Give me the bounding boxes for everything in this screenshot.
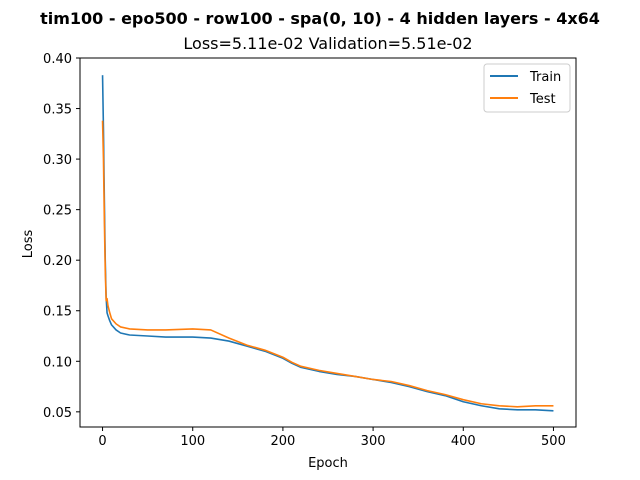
series-line-test bbox=[101, 120, 554, 408]
x-tick-label: 300 bbox=[361, 434, 386, 449]
series-line-train bbox=[101, 75, 554, 412]
y-tick-label: 0.40 bbox=[43, 52, 72, 67]
plot-area: 0 100 200 300 400 500 0.05 0.10 0.15 0.20 0.25 0.30… bbox=[43, 52, 577, 449]
y-tick-label: 0.15 bbox=[43, 305, 72, 320]
x-tick-label: 200 bbox=[270, 434, 295, 449]
x-tick-label: 400 bbox=[451, 434, 476, 449]
axes-frame bbox=[79, 57, 577, 428]
y-tick-label: 0.30 bbox=[43, 153, 72, 168]
y-tick-label: 0.10 bbox=[43, 355, 72, 370]
legend-train-label: Train bbox=[529, 70, 561, 85]
legend: Train Test bbox=[483, 63, 571, 113]
x-axis-label: Epoch bbox=[308, 456, 348, 471]
legend-test-label: Test bbox=[529, 92, 556, 107]
x-tick-label: 100 bbox=[180, 434, 205, 449]
x-tick-label: 500 bbox=[541, 434, 566, 449]
x-tick-label: 0 bbox=[98, 434, 106, 449]
y-tick-label: 0.35 bbox=[43, 103, 72, 118]
chart-subtitle: Loss=5.11e-02 Validation=5.51e-02 bbox=[183, 34, 472, 53]
y-tick-label: 0.25 bbox=[43, 204, 72, 219]
y-axis-label: Loss bbox=[21, 230, 36, 259]
y-tick-label: 0.20 bbox=[43, 254, 72, 269]
chart-title: tim100 - epo500 - row100 - spa(0, 10) - … bbox=[40, 9, 600, 28]
y-tick-label: 0.05 bbox=[43, 406, 72, 421]
